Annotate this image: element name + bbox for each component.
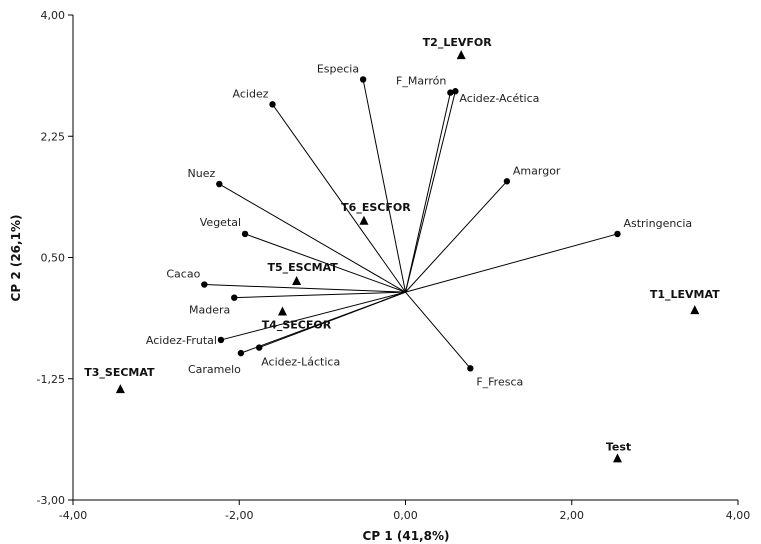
variable-label: Caramelo [188,363,241,376]
treatment-label: Test [606,440,631,453]
variable-point [231,294,238,301]
variable-point [447,89,454,96]
variable-vector [362,79,406,293]
variable-point [241,230,249,238]
variable-label: Acidez-Láctica [261,356,340,369]
variable-point [217,336,225,344]
variable-point [503,178,511,185]
treatment-marker [115,384,125,394]
variable-vector [234,291,406,299]
variable-point [269,101,276,108]
variable-label: Nuez [188,167,216,180]
variable-point [216,180,223,188]
variable-label: Especia [317,62,359,75]
variable-point [201,281,208,288]
variable-vector [405,291,471,369]
variable-point [452,88,459,95]
variable-vector [272,104,406,293]
variable-vector [244,233,406,293]
treatment-label: T6_ESCFOR [341,201,411,214]
variable-vector [220,291,406,341]
treatment-label: T2_LEVFOR [423,36,493,49]
x-axis-title: CP 1 (41,8%) [363,529,450,543]
variable-vectors: Especia F_Marrón Acidez-Acética Acidez Amarg… [146,62,692,388]
treatment-marker [690,305,700,315]
variable-vector [405,91,456,293]
treatment-label: T1_LEVMAT [650,288,720,301]
variable-vector [219,183,406,293]
treatment-label: T3_SECMAT [84,366,155,379]
y-axis-title: CP 2 (26,1%) [9,215,23,302]
variable-label: F_Fresca [476,375,523,388]
variable-vector [405,180,508,293]
variable-vector [405,233,618,293]
x-tick-label: -4,00 [59,509,87,522]
y-tick-label: -3,00 [37,494,65,507]
y-tick-label: 0,50 [41,252,66,265]
variable-label: Acidez-Acética [459,92,539,105]
variable-label: Acidez [233,87,269,100]
variable-label: Cacao [166,268,200,281]
y-tick-label: 2,25 [41,130,66,143]
variable-vector [240,291,406,354]
variable-label: Vegetal [200,216,241,229]
treatment-label: T4_SECFOR [262,319,332,332]
x-tick-label: 2,00 [560,509,585,522]
x-tick-label: -2,00 [225,509,253,522]
variable-vector [204,284,406,293]
variable-point [359,76,367,83]
x-tick-label: 0,00 [393,509,418,522]
y-tick-label: 4,00 [41,9,66,22]
variable-label: Madera [189,304,230,317]
variable-label: F_Marrón [396,75,446,88]
variable-label: Acidez-Frutal [146,334,217,347]
y-tick-label: -1,25 [37,373,65,386]
axes: -4,00 -2,00 0,00 2,00 4,00 -3,00 -1,25 0,50 2,25… [37,9,751,522]
x-tick-label: 4,00 [726,509,751,522]
treatment-marker [277,306,287,316]
variable-vector [405,92,451,293]
treatment-marker [292,276,302,286]
treatment-marker [456,50,466,60]
treatment-marker [612,453,622,463]
treatment-marker [359,215,369,225]
variable-label: Astringencia [623,217,692,230]
variable-point [614,230,621,238]
variable-label: Amargor [513,164,561,177]
variable-point [237,349,245,357]
treatment-label: T5_ESCMAT [267,261,338,274]
variable-point [467,365,474,372]
treatment-points: T2_LEVFOR T6_ESCFOR T5_ESCMAT T4_SECFOR T1_L… [84,36,720,463]
